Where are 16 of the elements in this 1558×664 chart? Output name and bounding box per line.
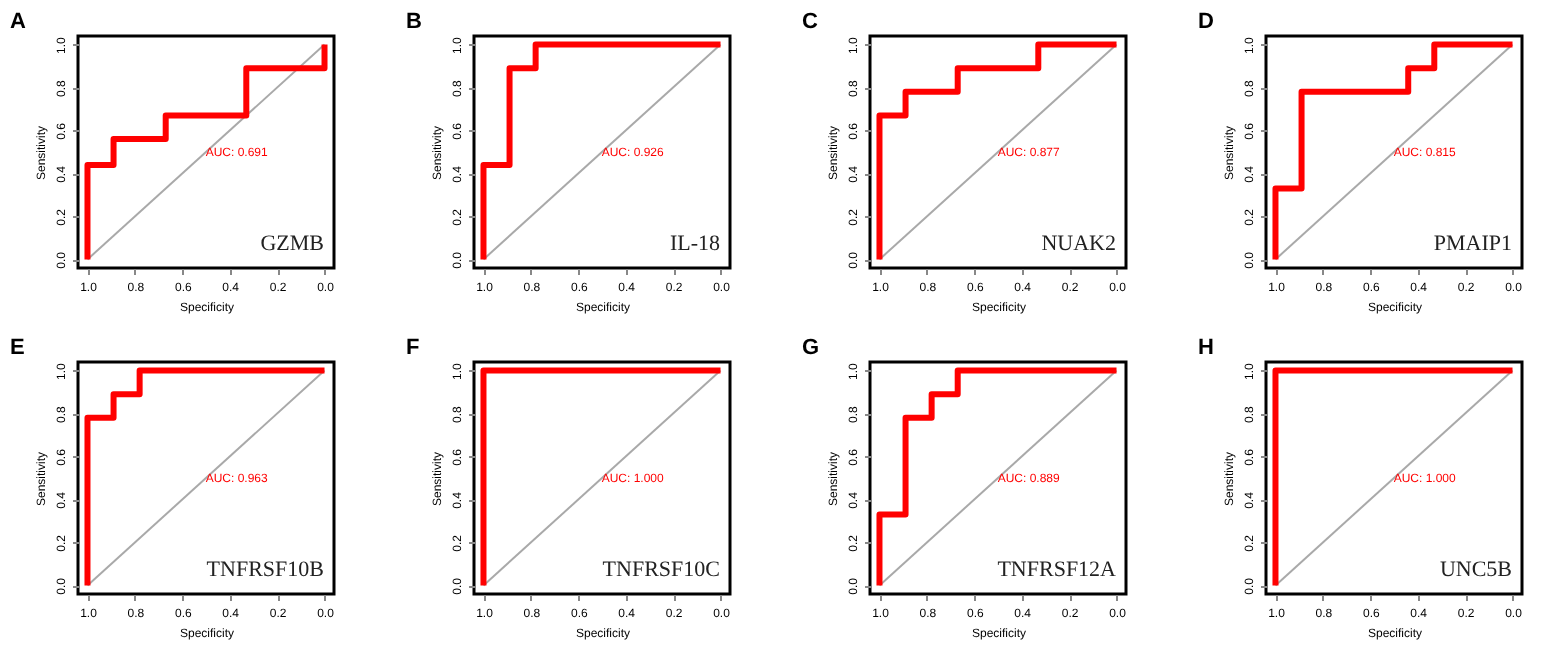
annotation: TNFRSF10B (206, 558, 324, 582)
annotation: NUAK2 (1041, 232, 1116, 256)
chart-title: D (1198, 10, 1214, 34)
annotation: IL-18 (669, 232, 721, 256)
annotation: UNC5B (1439, 558, 1512, 582)
chart-title: B (406, 10, 422, 34)
chart-title: E (10, 336, 25, 360)
annotation: PMAIP1 (1433, 232, 1512, 256)
chart-title: F (406, 336, 420, 360)
chart-title: C (802, 10, 818, 34)
chart-title: A (10, 10, 26, 34)
annotation: TNFRSF10C (602, 558, 720, 582)
annotation: GZMB (260, 232, 324, 256)
chart-title: H (1198, 336, 1214, 360)
chart-title: G (802, 336, 820, 360)
annotation: TNFRSF12A (997, 558, 1117, 582)
